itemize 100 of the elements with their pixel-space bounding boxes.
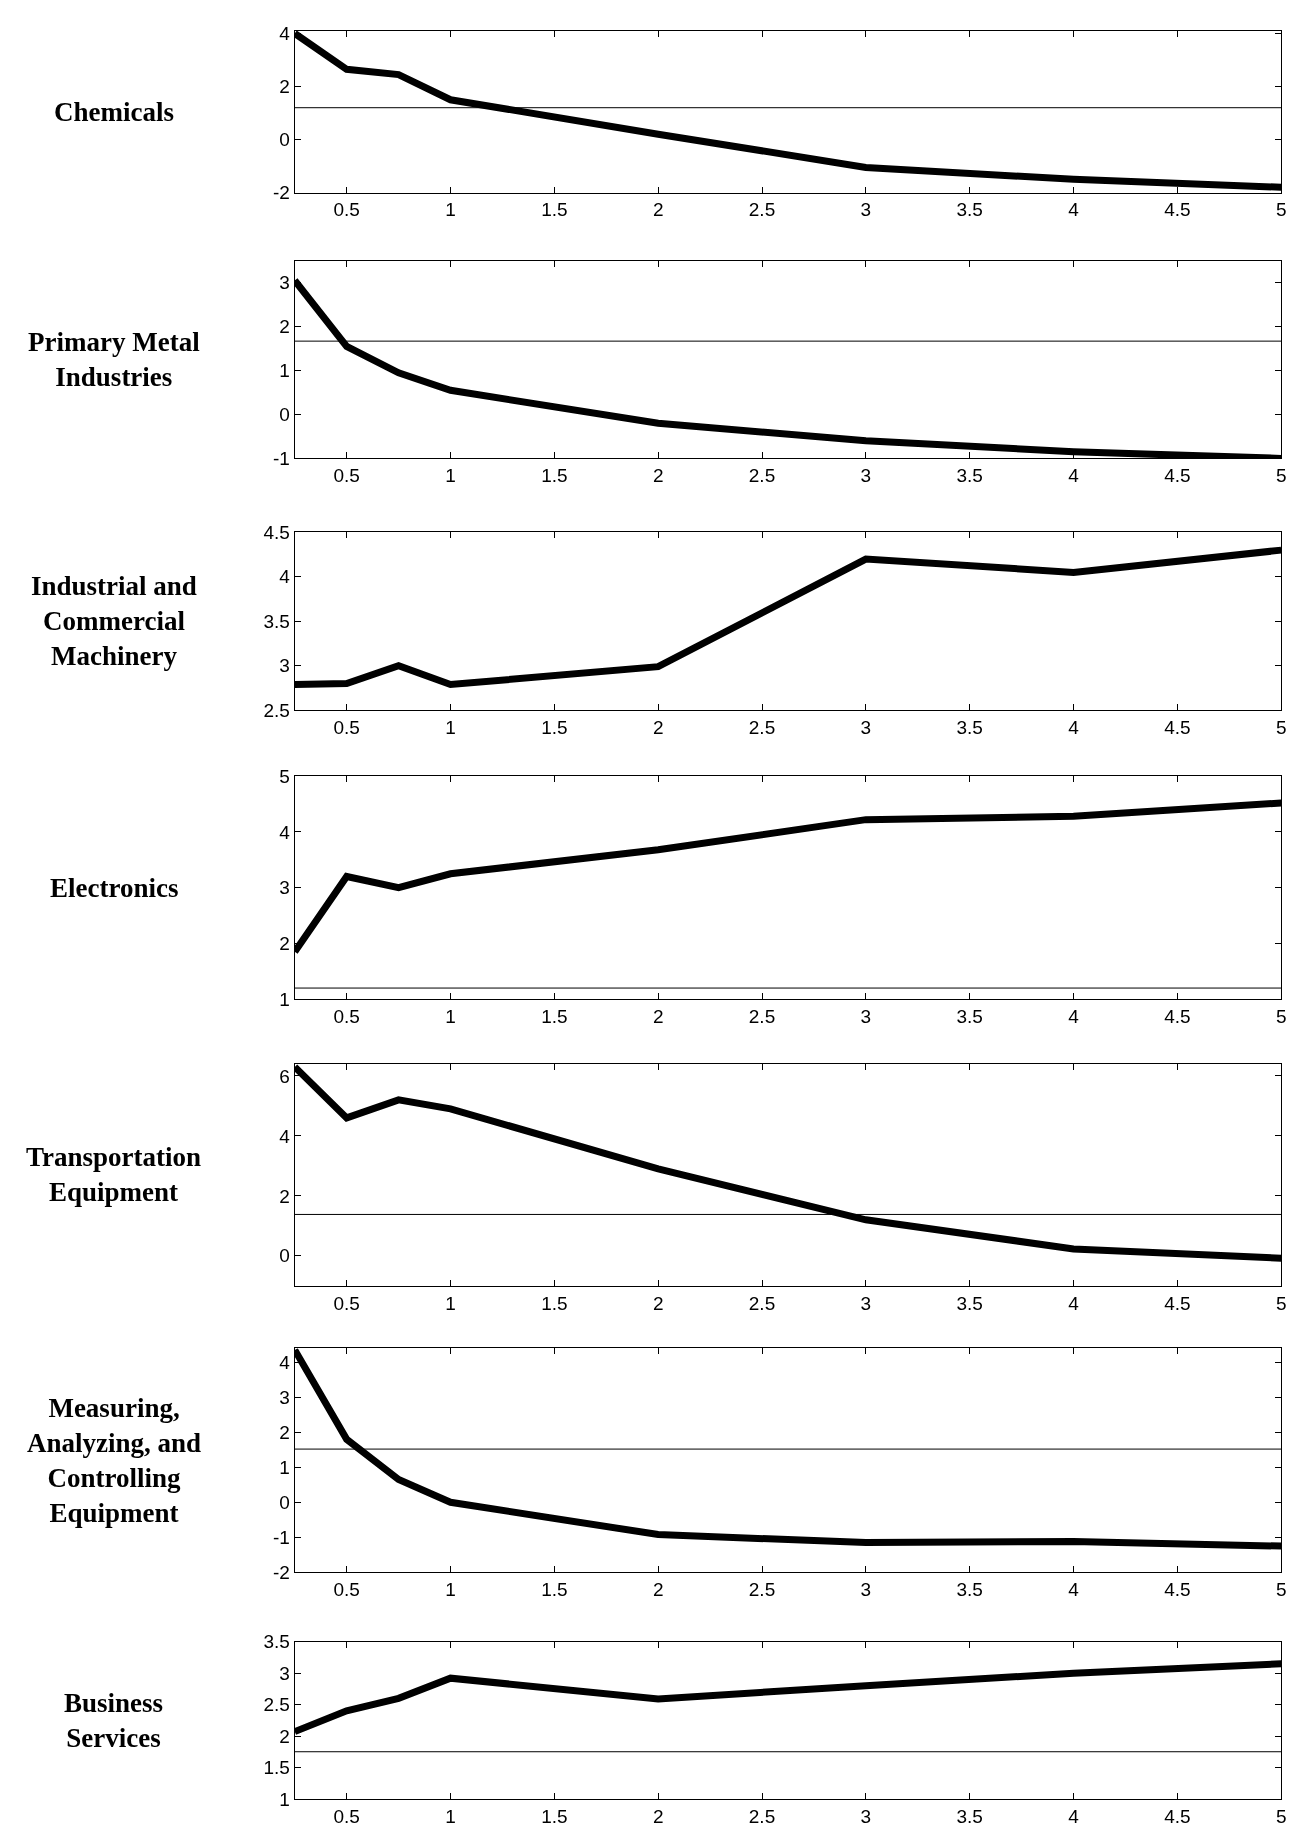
y-tick-label: 2.5 <box>263 1694 290 1716</box>
x-tick-label: 2 <box>652 1292 664 1314</box>
text: Business Services <box>64 1688 164 1754</box>
x-tick-label: 0.5 <box>333 465 360 487</box>
y-tick-label: 3 <box>279 272 290 294</box>
y-tick-label: 6 <box>279 1065 290 1087</box>
x-tick-label: 4.5 <box>1164 199 1191 221</box>
text: Industrial and Commercial Machinery <box>31 571 197 672</box>
y-tick-label: 2 <box>279 1725 290 1747</box>
y-tick-label: 0 <box>279 129 290 151</box>
y-tick-label: 1.5 <box>263 1757 290 1779</box>
x-tick-label: 1.5 <box>541 465 568 487</box>
x-tick-label: 3 <box>860 1006 872 1027</box>
y-tick-label: 0 <box>279 1491 290 1513</box>
x-tick-label: 2 <box>652 465 664 487</box>
x-tick-label: 2 <box>652 1805 664 1827</box>
x-tick-label: 3.5 <box>956 1805 983 1827</box>
y-tick-label: 2 <box>279 316 290 338</box>
y-tick-label: 3 <box>279 655 290 677</box>
y-tick-label: -1 <box>273 448 290 470</box>
y-tick-label: 4 <box>279 1351 291 1373</box>
x-tick-label: 1.5 <box>541 717 568 739</box>
x-tick-label: 3.5 <box>956 199 983 221</box>
x-tick-label: 4.5 <box>1164 1579 1191 1601</box>
x-tick-label: 5 <box>1275 1579 1287 1601</box>
x-tick-label: 3.5 <box>956 717 983 739</box>
y-tick-label: 1 <box>279 1456 290 1478</box>
x-tick-label: 2 <box>652 199 664 221</box>
x-tick-label: 2.5 <box>748 465 776 487</box>
x-tick-label: 2 <box>652 1006 664 1027</box>
x-tick-label: 0.5 <box>333 717 360 739</box>
x-tick-label: 4 <box>1068 1292 1080 1314</box>
y-tick-label: 3.5 <box>263 610 290 632</box>
text: Electronics <box>50 873 179 903</box>
x-tick-label: 1.5 <box>541 1579 568 1601</box>
y-tick-label: 2 <box>279 76 290 98</box>
text: Transportation Equipment <box>26 1142 202 1208</box>
x-tick-label: 1.5 <box>541 1292 568 1314</box>
x-tick-label: 2 <box>652 717 664 739</box>
text: Measuring, Analyzing, and Controlling Equipment <box>27 1393 202 1529</box>
y-tick-label: 4 <box>279 566 291 588</box>
y-tick-label: 1 <box>279 988 290 1010</box>
x-tick-label: 5 <box>1275 717 1287 739</box>
x-tick-label: 1.5 <box>541 199 568 221</box>
x-tick-label: 4 <box>1068 717 1080 739</box>
x-tick-label: 3 <box>860 1579 872 1601</box>
x-tick-label: 4.5 <box>1164 717 1191 739</box>
x-tick-label: 0.5 <box>333 199 360 221</box>
x-tick-label: 2.5 <box>748 1579 776 1601</box>
x-tick-label: 1 <box>445 717 456 739</box>
y-tick-label: 0 <box>279 404 290 426</box>
x-tick-label: 1 <box>445 1579 456 1601</box>
y-tick-label: 2 <box>279 1421 290 1443</box>
x-tick-label: 0.5 <box>333 1292 360 1314</box>
y-tick-label: 5 <box>279 765 290 787</box>
y-tick-label: 2.5 <box>263 699 290 721</box>
x-tick-label: 3 <box>860 717 872 739</box>
x-tick-label: 3.5 <box>956 1006 983 1027</box>
x-tick-label: 3.5 <box>956 465 983 487</box>
x-tick-label: 0.5 <box>333 1006 360 1027</box>
y-tick-label: 4 <box>279 1125 291 1147</box>
x-tick-label: 1 <box>445 199 456 221</box>
x-tick-label: 3 <box>860 1805 872 1827</box>
x-tick-label: 4 <box>1068 465 1080 487</box>
x-tick-label: 5 <box>1275 1805 1287 1827</box>
x-tick-label: 4.5 <box>1164 1805 1191 1827</box>
x-tick-label: 1.5 <box>541 1006 568 1027</box>
y-tick-label: -2 <box>273 182 290 204</box>
x-tick-label: 2 <box>652 1579 664 1601</box>
x-tick-label: 2.5 <box>748 199 776 221</box>
x-tick-label: 4 <box>1068 1805 1080 1827</box>
x-tick-label: 1 <box>445 1292 456 1314</box>
y-tick-label: 0 <box>279 1245 290 1267</box>
y-tick-label: 4 <box>279 23 291 45</box>
x-tick-label: 5 <box>1275 1292 1287 1314</box>
y-tick-label: 1 <box>279 1788 290 1810</box>
x-tick-label: 3 <box>860 199 872 221</box>
y-tick-label: -2 <box>273 1562 290 1584</box>
y-tick-label: 4 <box>279 821 291 843</box>
x-tick-label: 5 <box>1275 199 1287 221</box>
text: Primary Metal Industries <box>28 327 201 393</box>
y-tick-label: 3 <box>279 1386 290 1408</box>
x-tick-label: 3 <box>860 1292 872 1314</box>
y-tick-label: 3.5 <box>263 1631 290 1653</box>
x-tick-label: 1 <box>445 1805 456 1827</box>
x-tick-label: 1 <box>445 1006 456 1027</box>
x-tick-label: 4.5 <box>1164 1006 1191 1027</box>
x-tick-label: 0.5 <box>333 1805 360 1827</box>
x-tick-label: 4.5 <box>1164 1292 1191 1314</box>
text: Chemicals <box>54 97 174 127</box>
y-tick-label: 3 <box>279 1662 290 1684</box>
x-tick-label: 2.5 <box>748 1292 776 1314</box>
x-tick-label: 0.5 <box>333 1579 360 1601</box>
x-tick-label: 1.5 <box>541 1805 568 1827</box>
x-tick-label: 4 <box>1068 199 1080 221</box>
x-tick-label: 2.5 <box>748 1006 776 1027</box>
y-tick-label: 1 <box>279 360 290 382</box>
x-tick-label: 3 <box>860 465 872 487</box>
y-tick-label: 4.5 <box>263 521 290 543</box>
y-tick-label: -1 <box>273 1527 290 1549</box>
